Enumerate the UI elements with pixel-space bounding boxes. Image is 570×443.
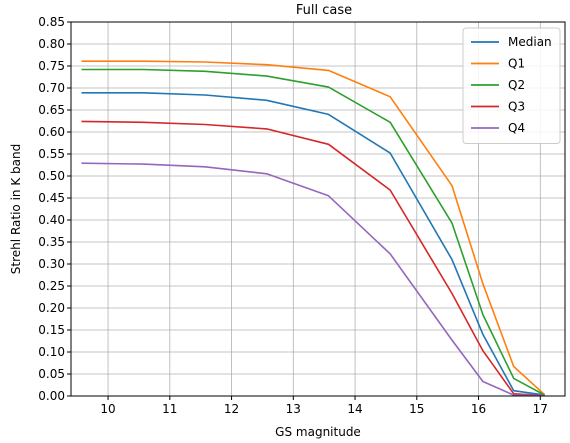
legend-entry: Q4 [508,121,525,135]
legend-box [462,27,561,144]
y-tick-label: 0.65 [38,103,65,117]
series-lines [81,60,546,397]
y-tick-label: 0.60 [38,125,65,139]
series-line-q4 [81,162,545,397]
y-tick-label: 0.75 [38,59,65,73]
y-tick-label: 0.70 [38,81,65,95]
series-line-q1 [81,60,546,396]
legend-entry: Median [508,35,552,49]
series-line-q2 [81,68,545,396]
x-tick-label: 15 [409,402,424,416]
y-tick-label: 0.50 [38,169,65,183]
x-tick-label: 17 [533,402,548,416]
y-tick-label: 0.00 [38,389,65,403]
x-tick-label: 14 [347,402,362,416]
y-tick-label: 0.35 [38,235,65,249]
y-axis-label: Strehl Ratio in K band [9,144,23,274]
x-tick-label: 11 [162,402,177,416]
series-line-q3 [81,120,545,397]
y-axis-ticks: 0.00 0.05 0.10 0.15 0.20 0.25 0.30 0.35 0.40 0.45… [38,15,71,403]
y-tick-label: 0.05 [38,367,65,381]
y-tick-label: 0.30 [38,257,65,271]
x-axis-ticks: 10 11 12 13 14 15 16 17 [100,396,548,416]
y-tick-label: 0.40 [38,213,65,227]
plot-frame [70,21,566,397]
chart-title: Full case [296,3,352,18]
x-tick-label: 16 [471,402,486,416]
x-tick-label: 13 [286,402,301,416]
legend-entry: Q1 [508,57,525,71]
y-tick-label: 0.25 [38,279,65,293]
y-tick-label: 0.85 [38,15,65,29]
y-tick-label: 0.55 [38,147,65,161]
legend-entry: Q2 [508,78,525,92]
y-tick-label: 0.10 [38,345,65,359]
x-axis-label: GS magnitude [275,425,361,439]
legend: Median Q1 Q2 Q3 Q4 [462,27,561,144]
y-tick-label: 0.15 [38,323,65,337]
x-tick-label: 12 [224,402,239,416]
y-tick-label: 0.80 [38,37,65,51]
series-line-median [81,92,545,396]
legend-entry: Q3 [508,100,525,114]
x-tick-label: 10 [100,402,115,416]
y-tick-label: 0.20 [38,301,65,315]
y-tick-label: 0.45 [38,191,65,205]
